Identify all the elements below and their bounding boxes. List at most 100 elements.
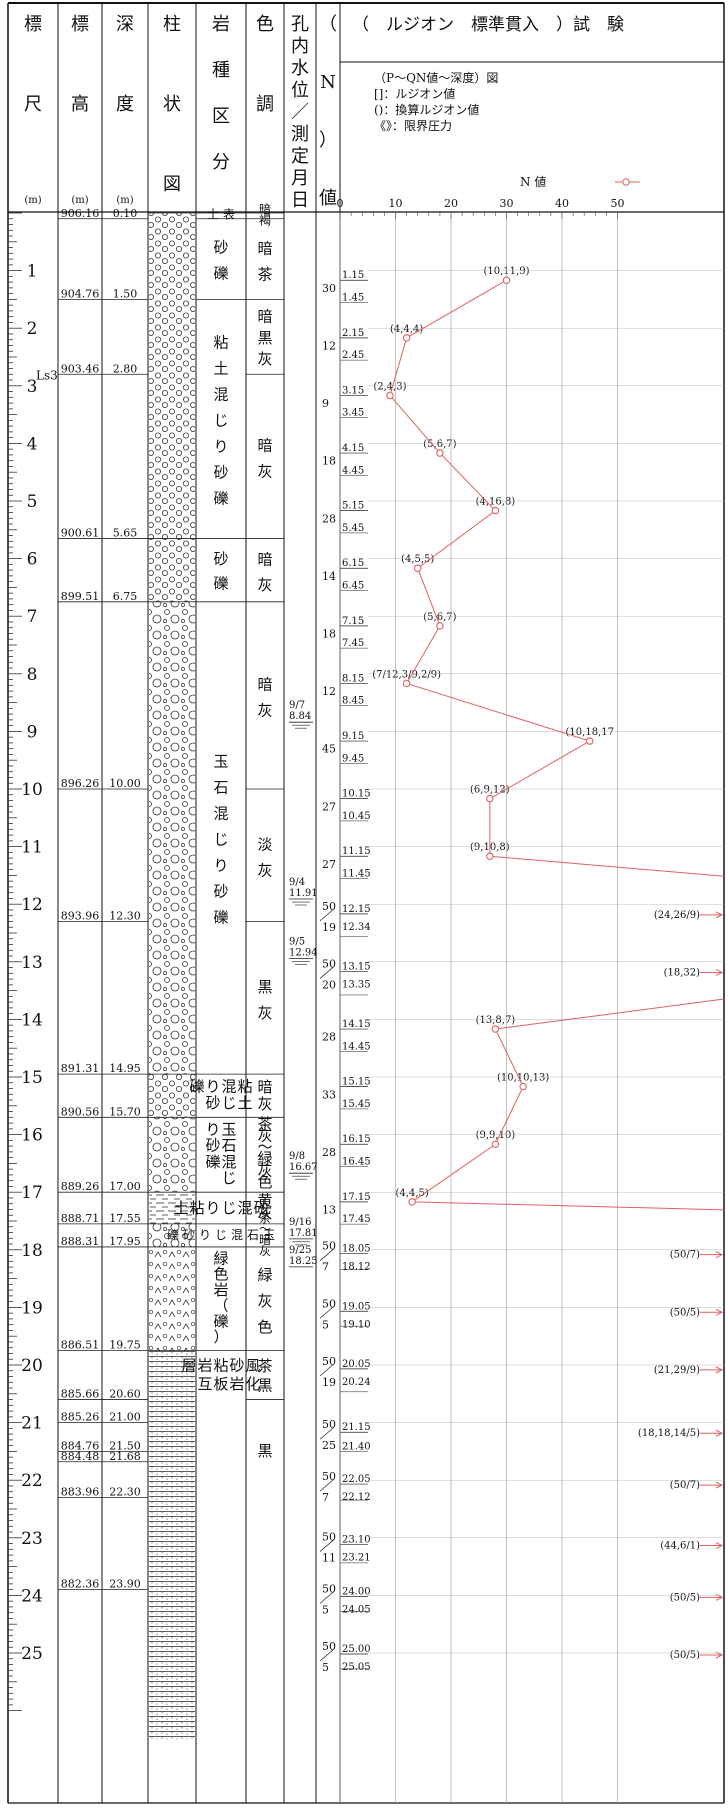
water-level-value: 12.94 — [289, 947, 318, 958]
char: り — [213, 437, 228, 455]
spt-depth-end: 9.45 — [342, 753, 364, 764]
char: 分 — [212, 152, 230, 173]
char: 礫 — [213, 1312, 228, 1330]
char: 孔 — [291, 14, 309, 35]
blow-count-label: (13,8,7) — [476, 1015, 516, 1026]
spt-depth-end: 6.45 — [342, 581, 364, 592]
spt-depth-end: 25.05 — [342, 1662, 371, 1673]
char: 暗 — [257, 307, 272, 325]
spt-n-value: 28 — [322, 512, 336, 525]
elevation-depth-columns: 906.16 0.10 904.76 1.50 903.46 2.80 900.61 5.65… — [58, 207, 148, 1591]
color-label: 黒 — [257, 1442, 272, 1460]
lithology-fill — [149, 538, 195, 602]
spt-n-top: 50 — [322, 1531, 336, 1544]
n-series-line — [406, 279, 507, 339]
spt-n-value: 25 — [322, 1439, 336, 1452]
n-series-line — [439, 452, 496, 511]
spt-depth-end: 2.45 — [342, 350, 364, 361]
char: 灰 — [257, 862, 272, 880]
elevation-value: 883.96 — [61, 1485, 100, 1498]
lithology-fill — [149, 601, 195, 1075]
n-series-line — [412, 1201, 725, 1211]
depth-value: 21.50 — [109, 1439, 141, 1452]
spt-n-value: 18 — [322, 455, 336, 468]
spt-n-value: 28 — [322, 1146, 336, 1159]
depth-value: 21.00 — [109, 1411, 141, 1424]
water-level-value: 8.84 — [289, 711, 311, 722]
water-level-value: 11.91 — [289, 888, 318, 899]
char: 褐 — [259, 212, 271, 227]
blow-count-label: (6,9,12) — [470, 785, 510, 796]
depth-value: 2.80 — [113, 362, 138, 375]
spt-depth-end: 22.12 — [342, 1492, 371, 1503]
char: 茶 — [257, 265, 272, 283]
spt-n-value: 11 — [322, 1552, 336, 1565]
spt-n-value: 7 — [322, 1491, 329, 1504]
spt-fraction-line — [319, 1539, 335, 1552]
char: 測 — [291, 124, 309, 145]
char: 深 — [116, 14, 134, 35]
char: 砂 — [213, 550, 228, 568]
color-label: 茶～暗灰 — [259, 1210, 271, 1258]
char: 玉 — [213, 752, 228, 770]
char: 灰 — [257, 702, 272, 720]
legend-line: 《》：限界圧力 — [374, 119, 452, 133]
blow-count-label: (50/5) — [670, 1307, 700, 1318]
char: 玉 — [263, 1228, 275, 1242]
spt-n-value: 18 — [322, 627, 336, 640]
rock-type-label: 表土 — [207, 208, 235, 222]
char: 砂 — [229, 1356, 244, 1374]
scale-label: 4 — [27, 434, 38, 454]
depth-value: 21.68 — [109, 1450, 141, 1463]
lithology-fill — [149, 1223, 195, 1247]
spt-n-top: 50 — [322, 1355, 336, 1368]
blow-count-label: (4,5,5) — [401, 554, 434, 565]
water-date: 9/8 — [289, 1151, 305, 1162]
water-date: 9/25 — [289, 1245, 311, 1256]
spt-depth-end: 20.24 — [342, 1377, 371, 1388]
char: 淡 — [257, 836, 272, 854]
char: 砂 — [253, 1199, 268, 1217]
spt-n-value: 5 — [322, 1661, 329, 1674]
color-label: 暗灰 — [257, 551, 272, 594]
char: 標 — [71, 14, 89, 35]
n-value-point — [413, 564, 422, 572]
n-value-point — [408, 1198, 416, 1206]
char: り — [205, 1120, 220, 1138]
spt-fraction-line — [319, 1248, 335, 1261]
spt-depth-end: 11.45 — [342, 869, 371, 880]
depth-value: 17.00 — [109, 1180, 141, 1193]
n-value-point — [519, 1082, 527, 1091]
spt-fraction-line — [319, 1591, 335, 1604]
char: 粘 — [213, 333, 228, 351]
char: 黒 — [257, 1376, 272, 1394]
char: 土 — [237, 1094, 252, 1112]
blow-count-label: (2,4,3) — [373, 381, 406, 392]
elevation-value: 885.26 — [61, 1411, 100, 1424]
spt-fraction-line — [319, 1363, 335, 1377]
char: 土 — [213, 359, 228, 377]
spt-depth-start: 1.15 — [342, 270, 364, 281]
legend-line: ()：換算ルジオン値 — [374, 102, 479, 117]
scale-label: 24 — [21, 1586, 43, 1606]
char: （ — [213, 1297, 228, 1315]
spt-depth-start: 7.15 — [342, 616, 364, 627]
elevation-value: 890.56 — [61, 1105, 100, 1118]
char: ～ — [259, 1222, 271, 1236]
offscale-arrow-head — [715, 911, 724, 919]
spt-n-top: 50 — [322, 957, 336, 970]
spt-depth-start: 22.05 — [342, 1474, 371, 1485]
char: 土 — [207, 208, 219, 222]
char: 黄 — [257, 1191, 272, 1209]
spt-depth-start: 24.00 — [342, 1586, 371, 1597]
spt-fraction-line — [319, 1426, 335, 1440]
char: 調 — [256, 94, 274, 115]
char: 灰 — [257, 1292, 272, 1310]
blow-count-label: (9,9,10) — [476, 1130, 516, 1141]
color-label: 茶黒 — [257, 1357, 272, 1395]
spt-depth-start: 25.00 — [342, 1644, 371, 1655]
char: 混 — [221, 1078, 236, 1096]
